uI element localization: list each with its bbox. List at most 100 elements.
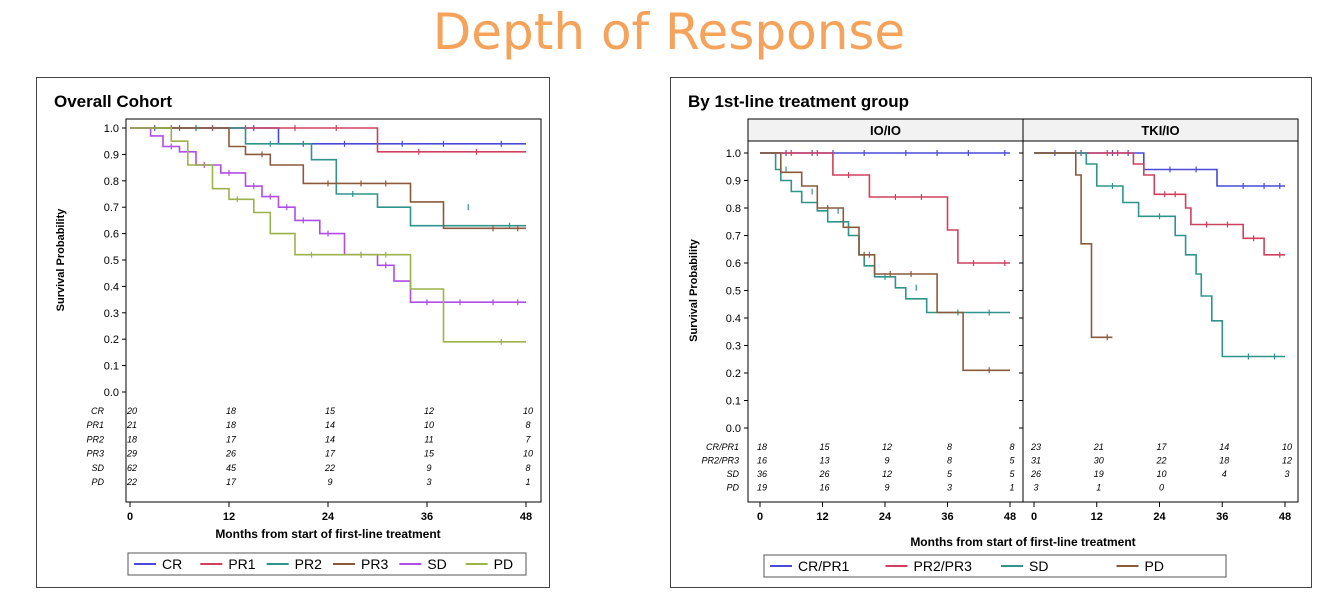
right-panel-io-io-ytick-label: 0.2 bbox=[726, 368, 741, 380]
right-y-axis-label: Survival Probability bbox=[688, 238, 700, 342]
left-risk-value: 17 bbox=[325, 449, 336, 459]
right-panel-tki-io-risk-value: 19 bbox=[1094, 469, 1104, 479]
left-y-axis-label: Survival Probability bbox=[55, 208, 67, 312]
left-risk-label: PR2 bbox=[86, 434, 104, 444]
right-panel-io-io-ytick-label: 0.3 bbox=[726, 341, 741, 353]
right-panel-io-io-risk-value: 1 bbox=[1009, 483, 1014, 493]
right-panel-tki-io-line-pd bbox=[1034, 152, 1113, 339]
slide-title: Depth of Response bbox=[432, 3, 906, 61]
left-x-axis-label: Months from start of first-line treatmen… bbox=[215, 527, 440, 541]
right-panel-io-io-risk-label: CR/PR1 bbox=[706, 442, 739, 452]
left-risk-value: 9 bbox=[327, 477, 332, 487]
right-panel-tki-io-line-sd bbox=[1034, 152, 1285, 358]
left-risk-value: 18 bbox=[226, 420, 236, 430]
right-panel-tki-io-xtick-label: 0 bbox=[1031, 511, 1037, 523]
left-legend-label-pr1: PR1 bbox=[228, 556, 255, 572]
right-panel-tki-io-xtick-label: 48 bbox=[1279, 511, 1291, 523]
right-panel-tki-io-risk-value: 31 bbox=[1031, 456, 1041, 466]
right-panel-io-io-ytick-label: 0.4 bbox=[726, 313, 741, 325]
left-risk-value: 29 bbox=[126, 449, 137, 459]
left-risk-value: 14 bbox=[325, 434, 335, 444]
left-xtick-label: 24 bbox=[322, 511, 335, 523]
overall-cohort-chart: Overall Cohort 1.0 0.9 0.8 0.7 0.6 0.5 0.4 0.3 0.… bbox=[36, 77, 550, 588]
left-ytick-label: 0.5 bbox=[104, 255, 119, 267]
left-risk-label: PR3 bbox=[86, 449, 104, 459]
left-risk-value: 17 bbox=[226, 477, 237, 487]
left-ytick-label: 0.8 bbox=[104, 176, 119, 188]
left-risk-value: 14 bbox=[325, 420, 335, 430]
left-risk-value: 21 bbox=[126, 420, 137, 430]
right-panel-io-io-ytick-label: 0.5 bbox=[726, 286, 741, 298]
left-risk-value: 9 bbox=[426, 463, 431, 473]
left-chart-title: Overall Cohort bbox=[54, 92, 172, 111]
right-panel-io-io-risk-value: 36 bbox=[757, 469, 767, 479]
right-panel-io-io-risk-value: 5 bbox=[1009, 469, 1015, 479]
left-ytick-label: 0.7 bbox=[104, 202, 119, 214]
left-risk-value: 22 bbox=[126, 477, 137, 487]
right-panel-io-io-xtick-label: 24 bbox=[879, 511, 892, 523]
left-xtick-label: 48 bbox=[520, 511, 532, 523]
right-panel-tki-io-risk-value: 0 bbox=[1159, 483, 1164, 493]
left-ytick-label: 0.9 bbox=[104, 149, 119, 161]
right-panel-io-io-risk-value: 18 bbox=[757, 442, 767, 452]
right-panel-tki-io-plot-area bbox=[1022, 140, 1299, 503]
left-line-pr1 bbox=[130, 127, 526, 153]
right-panel-tki-io-risk-value: 3 bbox=[1033, 483, 1038, 493]
right-panel-io-io-title: IO/IO bbox=[870, 123, 901, 138]
right-panel-io-io-xtick-label: 0 bbox=[757, 511, 763, 523]
left-risk-value: 7 bbox=[525, 434, 531, 444]
right-panel-io-io-risk-label: PD bbox=[726, 483, 739, 493]
left-risk-value: 20 bbox=[126, 406, 137, 416]
right-panel-io-io-xtick-label: 36 bbox=[941, 511, 953, 523]
left-ytick-label: 0.4 bbox=[104, 281, 119, 293]
right-panel-io-io-ytick-label: 0.8 bbox=[726, 203, 741, 215]
left-ytick-label: 1.0 bbox=[104, 123, 119, 135]
right-panel-io-io-risk-value: 16 bbox=[819, 483, 829, 493]
right-panel-tki-io-risk-value: 17 bbox=[1156, 442, 1167, 452]
left-line-pr3 bbox=[130, 127, 526, 230]
right-panel-tki-io-xtick-label: 12 bbox=[1091, 511, 1103, 523]
right-panel-io-io-risk-value: 9 bbox=[884, 483, 889, 493]
left-risk-value: 15 bbox=[325, 406, 336, 416]
left-ytick-label: 0.1 bbox=[104, 361, 119, 373]
right-panel-io-io-risk-value: 19 bbox=[757, 483, 767, 493]
right-panel-tki-io-risk-value: 23 bbox=[1030, 442, 1041, 452]
left-line-pr2 bbox=[130, 127, 526, 227]
left-risk-value: 22 bbox=[324, 463, 335, 473]
right-panel-io-io-ytick-label: 0.9 bbox=[726, 176, 741, 188]
left-risk-value: 12 bbox=[424, 406, 434, 416]
left-risk-value: 11 bbox=[424, 434, 433, 444]
left-risk-label: CR bbox=[91, 406, 104, 416]
left-ytick-label: 0.6 bbox=[104, 229, 119, 241]
right-panel-tki-io-xtick-label: 36 bbox=[1216, 511, 1228, 523]
left-legend-box bbox=[127, 552, 527, 576]
left-xtick-label: 0 bbox=[127, 511, 133, 523]
left-risk-value: 10 bbox=[424, 420, 434, 430]
left-risk-value: 3 bbox=[426, 477, 431, 487]
right-panel-io-io-ytick-label: 0.1 bbox=[726, 396, 741, 408]
right-panel-io-io-risk-value: 15 bbox=[819, 442, 830, 452]
left-risk-value: 26 bbox=[225, 449, 236, 459]
left-legend-label-sd: SD bbox=[427, 556, 446, 572]
right-panel-tki-io-risk-value: 12 bbox=[1282, 456, 1292, 466]
left-risk-value: 1 bbox=[525, 477, 530, 487]
right-panel-tki-io-risk-value: 18 bbox=[1219, 456, 1229, 466]
left-xtick-label: 12 bbox=[223, 511, 235, 523]
left-ytick-label: 0.0 bbox=[104, 387, 119, 399]
right-x-axis-label: Months from start of first-line treatmen… bbox=[910, 535, 1135, 549]
left-risk-value: 8 bbox=[525, 463, 530, 473]
right-panel-io-io-risk-value: 16 bbox=[757, 456, 767, 466]
left-risk-label: PD bbox=[91, 477, 104, 487]
right-panel-tki-io-risk-value: 21 bbox=[1093, 442, 1104, 452]
right-panel-io-io-risk-label: SD bbox=[726, 469, 739, 479]
right-panel-io-io-risk-value: 12 bbox=[882, 442, 892, 452]
right-panel-tki-io-risk-value: 14 bbox=[1219, 442, 1229, 452]
right-panel-tki-io-risk-value: 10 bbox=[1156, 469, 1166, 479]
left-plot-area bbox=[125, 118, 542, 503]
left-legend-label-pr2: PR2 bbox=[295, 556, 322, 572]
left-risk-value: 10 bbox=[523, 449, 533, 459]
right-panel-io-io-line-sd bbox=[760, 152, 1010, 314]
right-panel-io-io-risk-value: 13 bbox=[819, 456, 829, 466]
right-panel-io-io-line-pr2-pr3 bbox=[760, 152, 1010, 264]
right-panel-io-io-ytick-label: 0.7 bbox=[726, 231, 741, 243]
